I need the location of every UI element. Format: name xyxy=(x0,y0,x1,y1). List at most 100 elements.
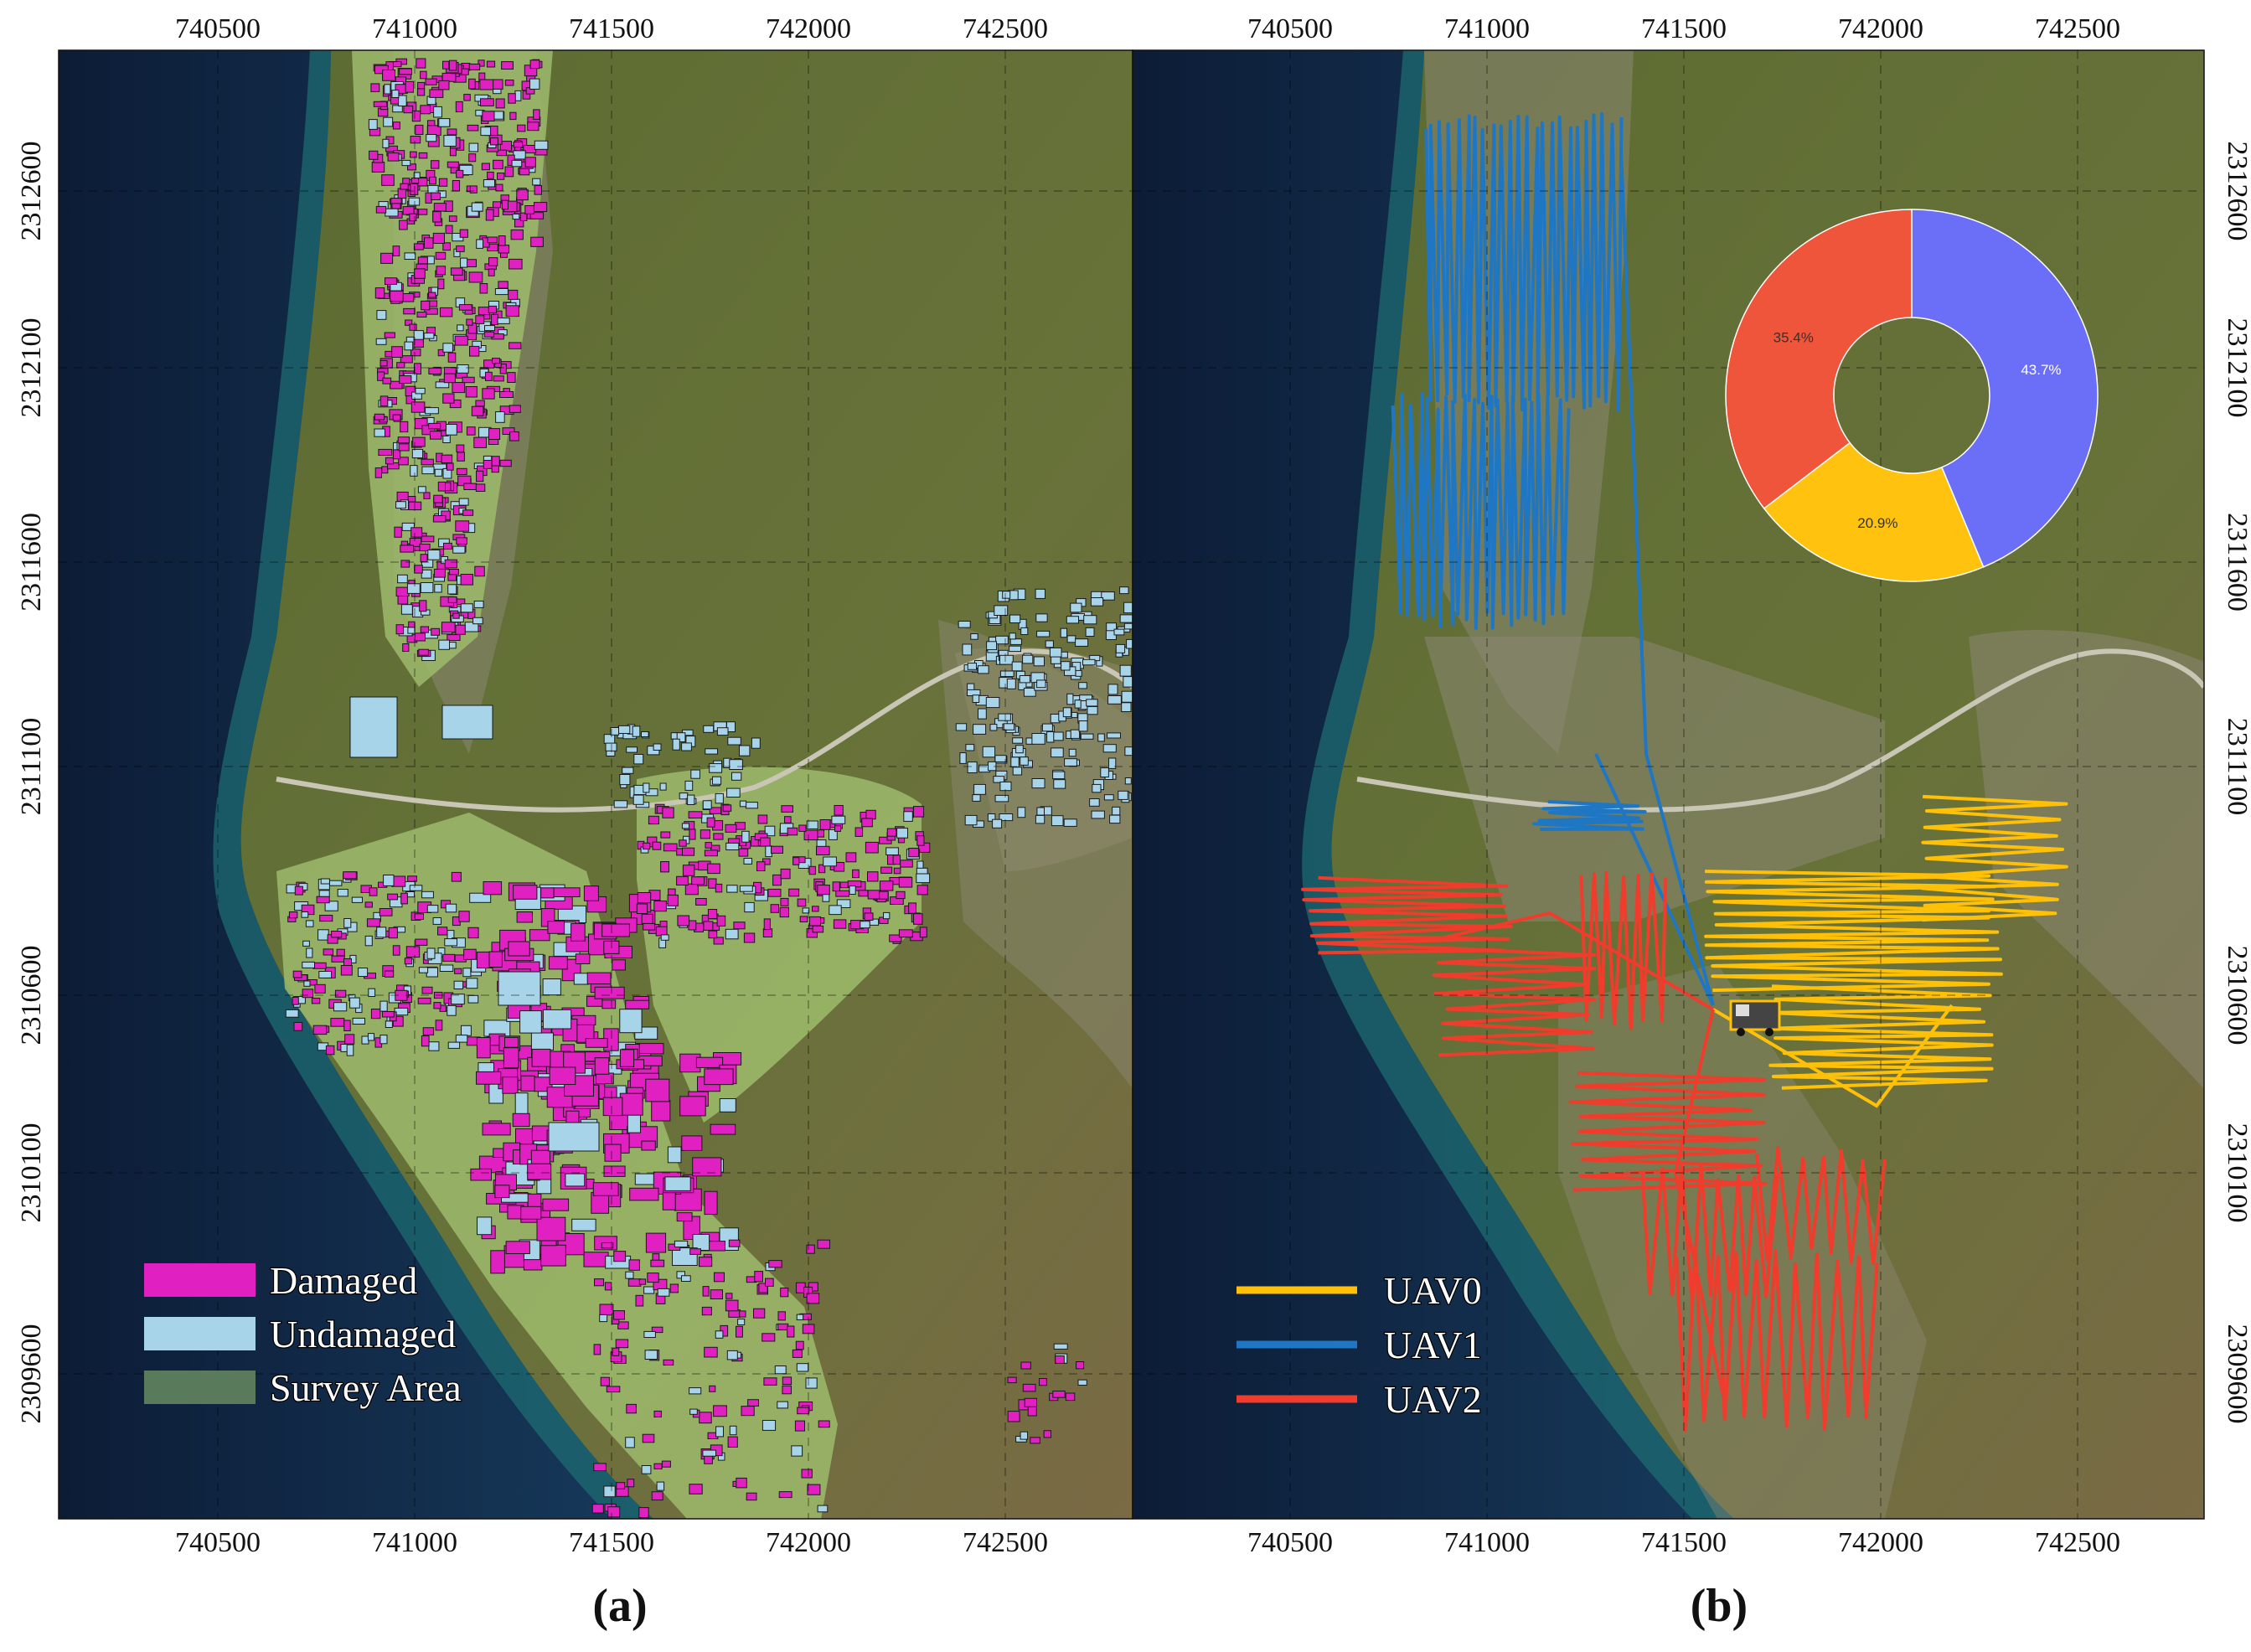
damaged-building xyxy=(594,1057,610,1075)
damaged-building xyxy=(1043,1430,1051,1438)
damaged-building xyxy=(312,962,327,969)
damaged-building xyxy=(447,634,461,641)
undamaged-building xyxy=(613,800,628,808)
damaged-building xyxy=(417,997,431,1004)
damaged-building xyxy=(403,106,414,114)
undamaged-building xyxy=(1033,656,1045,667)
undamaged-building xyxy=(599,1314,608,1323)
donut-slice-label: 35.4% xyxy=(1773,329,1814,345)
damaged-building xyxy=(487,171,494,179)
y-tick-label: 2310600 xyxy=(16,946,47,1045)
undamaged-building xyxy=(967,683,975,691)
damaged-building xyxy=(916,835,925,846)
damaged-building xyxy=(653,1463,663,1469)
damaged-building xyxy=(772,874,782,886)
damaged-building xyxy=(385,145,398,152)
undamaged-building xyxy=(376,310,387,320)
damaged-building xyxy=(893,867,901,875)
undamaged-building xyxy=(285,1009,299,1018)
x-tick-label: 740500 xyxy=(1247,13,1333,44)
undamaged-building xyxy=(1053,731,1064,741)
undamaged-building xyxy=(408,197,421,206)
damaged-building xyxy=(425,78,437,85)
damaged-building xyxy=(437,348,445,357)
damaged-building xyxy=(375,205,387,214)
undamaged-building xyxy=(885,847,899,856)
damaged-building xyxy=(409,213,417,222)
damaged-building xyxy=(529,59,540,70)
damaged-building xyxy=(858,890,869,897)
damaged-building xyxy=(462,509,474,516)
damaged-building xyxy=(834,825,842,832)
undamaged-building xyxy=(1046,731,1055,743)
undamaged-building xyxy=(469,892,492,903)
uav-sweep xyxy=(1301,875,1513,955)
undamaged-building xyxy=(404,341,414,351)
damaged-building xyxy=(403,307,416,315)
damaged-building xyxy=(454,335,468,346)
damaged-building xyxy=(583,885,599,901)
damaged-building xyxy=(416,312,427,317)
damaged-building xyxy=(886,828,897,837)
undamaged-building xyxy=(994,794,1009,803)
damaged-building xyxy=(613,1251,627,1262)
damaged-building xyxy=(819,819,831,830)
undamaged-building xyxy=(571,1218,596,1231)
undamaged-building xyxy=(1087,706,1098,715)
undamaged-building xyxy=(375,338,387,345)
undamaged-building xyxy=(1020,627,1029,636)
damaged-building xyxy=(448,59,457,71)
undamaged-building xyxy=(634,1173,655,1185)
damaged-building xyxy=(780,897,789,906)
damaged-building xyxy=(400,183,409,190)
undamaged-building xyxy=(447,1004,457,1016)
damaged-building xyxy=(604,1282,612,1291)
undamaged-building xyxy=(1080,733,1094,740)
damaged-building xyxy=(704,849,718,857)
damaged-building xyxy=(509,405,521,413)
undamaged-building xyxy=(622,767,634,774)
damaged-building xyxy=(778,1491,792,1499)
damaged-building xyxy=(689,1248,702,1255)
undamaged-building xyxy=(305,920,314,927)
damaged-building xyxy=(487,236,498,244)
damaged-building xyxy=(438,178,448,187)
undamaged-building xyxy=(805,1377,818,1389)
damaged-building xyxy=(527,121,540,132)
damaged-building xyxy=(390,290,404,302)
undamaged-building xyxy=(791,1445,803,1457)
undamaged-building xyxy=(1009,645,1021,653)
damaged-building xyxy=(781,805,794,813)
damaged-building xyxy=(456,467,467,476)
damaged-building xyxy=(1076,1361,1085,1370)
damaged-building xyxy=(705,842,712,849)
undamaged-building xyxy=(306,947,313,958)
damaged-building xyxy=(486,60,496,68)
damaged-building xyxy=(432,515,447,523)
legend-item-undamaged: Undamaged xyxy=(144,1312,457,1356)
damaged-building xyxy=(739,1310,746,1318)
damaged-building xyxy=(451,871,462,882)
y-tick-label: 2310100 xyxy=(2222,1123,2251,1223)
undamaged-building xyxy=(993,776,1004,783)
y-tick-label: 2309600 xyxy=(2222,1324,2251,1424)
undamaged-building xyxy=(743,858,752,865)
damaged-building xyxy=(402,643,410,652)
damaged-building xyxy=(492,358,501,364)
undamaged-building xyxy=(1097,733,1105,742)
panel-b-uav-paths xyxy=(1301,112,2068,1433)
undamaged-building xyxy=(476,239,484,249)
undamaged-building xyxy=(428,1041,440,1051)
damaged-building xyxy=(410,401,426,413)
damaged-building xyxy=(663,1359,674,1366)
legend-item-uav1: UAV1 xyxy=(1237,1323,1483,1367)
damaged-building xyxy=(467,124,479,132)
undamaged-building xyxy=(903,811,913,822)
undamaged-building xyxy=(494,288,509,296)
damaged-building xyxy=(311,998,321,1004)
damaged-building xyxy=(817,885,830,896)
damaged-building xyxy=(900,860,913,868)
x-tick-label: 741500 xyxy=(1641,13,1727,44)
damaged-building xyxy=(420,554,428,563)
undamaged-building xyxy=(796,1363,809,1372)
